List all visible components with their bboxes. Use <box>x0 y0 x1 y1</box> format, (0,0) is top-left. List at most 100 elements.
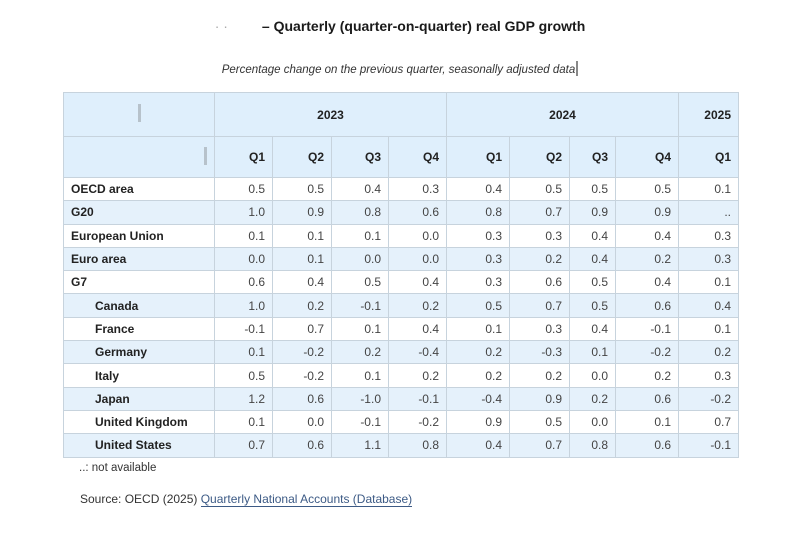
value-cell: -0.2 <box>272 340 332 365</box>
row-label: G7 <box>63 270 215 295</box>
title-artifact: · · <box>214 18 228 34</box>
source-prefix: Source: OECD (2025) <box>80 492 201 506</box>
value-cell: 0.1 <box>678 316 739 342</box>
value-cell: 0.1 <box>678 270 739 295</box>
value-cell: 0.3 <box>446 246 510 272</box>
value-cell: .. <box>678 200 739 225</box>
value-cell: 0.5 <box>446 293 510 318</box>
value-cell: 0.2 <box>678 340 739 365</box>
value-cell: 0.7 <box>509 433 570 458</box>
year-header-2024: 2024 <box>446 92 679 137</box>
value-cell: -0.1 <box>388 386 447 411</box>
value-cell: 0.2 <box>509 363 570 388</box>
value-cell: 0.2 <box>388 293 447 318</box>
value-cell: 0.8 <box>569 433 616 458</box>
value-cell: -0.1 <box>331 409 389 435</box>
value-cell: -0.4 <box>388 340 447 365</box>
value-cell: 0.4 <box>446 176 510 202</box>
value-cell: -0.2 <box>272 363 332 388</box>
value-cell: 0.2 <box>615 363 679 388</box>
row-label: Canada <box>63 293 215 318</box>
value-cell: 0.5 <box>509 176 570 202</box>
value-cell: 0.4 <box>569 246 616 272</box>
quarter-header: Q1 <box>446 136 510 178</box>
cell-marker-icon <box>204 146 207 165</box>
table-row: European Union 0.1 0.1 0.1 0.0 0.3 0.3 0.4 0.4 0.… <box>63 223 739 248</box>
value-cell: 0.3 <box>388 176 447 202</box>
value-cell: 0.5 <box>214 176 273 202</box>
table-row: OECD area 0.5 0.5 0.4 0.3 0.4 0.5 0.5 0.5 0.1 <box>63 176 739 202</box>
value-cell: 0.9 <box>509 386 570 411</box>
gdp-growth-table: 2023 2024 2025 Q1 Q2 Q3 Q4 Q1 Q2 Q3 Q4 Q1 OECD are… <box>63 92 739 458</box>
value-cell: 0.2 <box>446 340 510 365</box>
value-cell: 0.0 <box>569 409 616 435</box>
value-cell: 0.5 <box>331 270 389 295</box>
value-cell: 0.5 <box>272 176 332 202</box>
value-cell: 0.1 <box>272 223 332 248</box>
year-header-2025: 2025 <box>678 92 739 137</box>
value-cell: 0.3 <box>446 270 510 295</box>
table-row: United States 0.7 0.6 1.1 0.8 0.4 0.7 0.8 0.6 -0.… <box>63 433 739 458</box>
row-label: Japan <box>63 386 215 411</box>
value-cell: 0.9 <box>446 409 510 435</box>
value-cell: 0.2 <box>615 246 679 272</box>
value-cell: 0.3 <box>509 223 570 248</box>
value-cell: 0.0 <box>214 246 273 272</box>
value-cell: 0.4 <box>569 223 616 248</box>
value-cell: 0.0 <box>569 363 616 388</box>
value-cell: -0.4 <box>446 386 510 411</box>
row-label: United States <box>63 433 215 458</box>
value-cell: 0.6 <box>615 386 679 411</box>
value-cell: 0.1 <box>214 409 273 435</box>
value-cell: 0.8 <box>446 200 510 225</box>
value-cell: 0.6 <box>214 270 273 295</box>
value-cell: 0.6 <box>388 200 447 225</box>
table-row: Japan 1.2 0.6 -1.0 -0.1 -0.4 0.9 0.2 0.6 -0.2 <box>63 386 739 411</box>
value-cell: 0.4 <box>446 433 510 458</box>
table-row: Euro area 0.0 0.1 0.0 0.0 0.3 0.2 0.4 0.2 0.3 <box>63 246 739 272</box>
value-cell: 0.5 <box>214 363 273 388</box>
value-cell: 0.1 <box>214 223 273 248</box>
row-label: France <box>63 316 215 342</box>
value-cell: 0.5 <box>569 176 616 202</box>
corner-cell <box>63 92 215 137</box>
value-cell: 0.4 <box>615 270 679 295</box>
value-cell: 0.0 <box>272 409 332 435</box>
value-cell: 0.3 <box>678 223 739 248</box>
quarter-header: Q2 <box>272 136 332 178</box>
text-cursor <box>576 61 579 76</box>
value-cell: 1.0 <box>214 293 273 318</box>
value-cell: 0.7 <box>509 200 570 225</box>
value-cell: 0.4 <box>569 316 616 342</box>
value-cell: 0.7 <box>509 293 570 318</box>
value-cell: 1.0 <box>214 200 273 225</box>
subtitle-text: Percentage change on the previous quarte… <box>221 64 576 76</box>
value-cell: 1.2 <box>214 386 273 411</box>
value-cell: 0.2 <box>272 293 332 318</box>
footnote: ..: not available <box>79 462 157 474</box>
table-body: OECD area 0.5 0.5 0.4 0.3 0.4 0.5 0.5 0.5 0.1 G20 1… <box>63 176 739 458</box>
source-database-link[interactable]: Quarterly National Accounts (Database) <box>200 492 413 507</box>
year-header-row: 2023 2024 2025 <box>63 92 739 137</box>
table-row: France -0.1 0.7 0.1 0.4 0.1 0.3 0.4 -0.1 0.1 <box>63 316 739 342</box>
value-cell: 0.3 <box>446 223 510 248</box>
value-cell: 0.4 <box>388 316 447 342</box>
year-header-2023: 2023 <box>214 92 447 137</box>
value-cell: -0.1 <box>678 433 739 458</box>
value-cell: 1.1 <box>331 433 389 458</box>
quarter-header: Q4 <box>388 136 447 178</box>
quarter-header: Q1 <box>214 136 273 178</box>
row-label: Germany <box>63 340 215 365</box>
value-cell: 0.8 <box>331 200 389 225</box>
value-cell: 0.1 <box>446 316 510 342</box>
value-cell: 0.7 <box>678 409 739 435</box>
value-cell: 0.6 <box>509 270 570 295</box>
value-cell: -0.1 <box>214 316 273 342</box>
table-row: United Kingdom 0.1 0.0 -0.1 -0.2 0.9 0.5 0.0 0.1… <box>63 409 739 435</box>
value-cell: -0.1 <box>615 316 679 342</box>
value-cell: 0.4 <box>615 223 679 248</box>
table-row: G20 1.0 0.9 0.8 0.6 0.8 0.7 0.9 0.9.. <box>63 200 739 225</box>
table-row: Germany 0.1 -0.2 0.2 -0.4 0.2 -0.3 0.1 -0.2 0.2 <box>63 340 739 365</box>
value-cell: 0.6 <box>272 433 332 458</box>
value-cell: 0.3 <box>509 316 570 342</box>
